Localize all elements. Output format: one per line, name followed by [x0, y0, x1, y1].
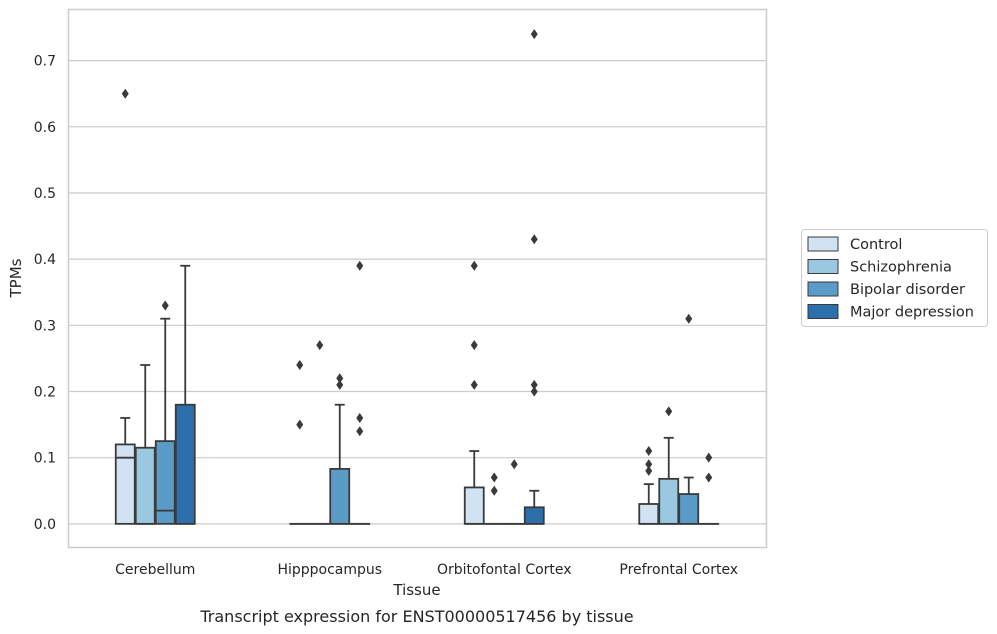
chart-caption: Transcript expression for ENST0000051745… [199, 607, 633, 626]
outlier-point [645, 459, 653, 470]
box-bipolar-disorder [329, 373, 351, 525]
outlier-point [356, 426, 364, 437]
outlier-point [356, 260, 364, 271]
legend-item: Schizophrenia [807, 259, 952, 276]
box-control [114, 88, 136, 525]
outlier-point [685, 313, 693, 324]
legend-swatch [807, 281, 839, 297]
box [134, 446, 156, 525]
outlier-point [470, 340, 478, 351]
y-tick-label: 0.4 [34, 252, 56, 268]
box [678, 493, 700, 525]
y-tick-label: 0.6 [34, 120, 56, 136]
box-bipolar-disorder [678, 313, 700, 525]
x-tick-label: Cerebellum [115, 562, 195, 578]
box-major-depression [349, 260, 371, 525]
box-bipolar-disorder [154, 300, 176, 525]
box [114, 443, 136, 525]
outlier-point [645, 465, 653, 476]
outlier-point [470, 260, 478, 271]
y-tick-label: 0.1 [34, 451, 56, 467]
y-tick-label: 0.3 [34, 318, 56, 334]
box [174, 403, 196, 525]
box-bipolar-disorder [503, 459, 525, 525]
legend-item: Control [807, 236, 902, 253]
legend-swatch [807, 259, 839, 274]
outlier-point [316, 340, 324, 351]
box-control [638, 446, 660, 525]
outlier-point [705, 452, 713, 463]
x-tick-labels: Cerebellum Hipppocampus Orbitofontal Corte… [115, 562, 738, 578]
outlier-point [121, 88, 129, 99]
x-tick-label: Hipppocampus [277, 562, 382, 578]
y-tick-label: 0.0 [34, 517, 56, 533]
legend-label: Schizophrenia [850, 260, 952, 276]
box-major-depression [698, 452, 720, 525]
outlier-point [530, 379, 538, 390]
legend-label: Control [850, 237, 902, 253]
outlier-point [470, 379, 478, 390]
outlier-point [705, 472, 713, 483]
outlier-point [336, 379, 344, 390]
box [154, 440, 176, 525]
outlier-point [490, 472, 498, 483]
outlier-point [510, 459, 518, 470]
y-axis-label: TPMs [7, 258, 25, 298]
box-schizophrenia [309, 340, 331, 525]
box-series [114, 29, 720, 525]
outlier-point [296, 419, 304, 430]
legend-frame [801, 229, 988, 327]
outlier-point [336, 373, 344, 384]
box-control [289, 360, 311, 525]
outlier-point [296, 360, 304, 371]
legend: Control Schizophrenia Bipolar disorder Majo… [801, 229, 988, 327]
box [523, 506, 545, 525]
legend-swatch [807, 236, 839, 252]
legend-label: Major depression [850, 305, 974, 321]
box-schizophrenia [134, 364, 156, 525]
plot-frame [67, 8, 768, 549]
box [329, 468, 351, 525]
legend-item: Bipolar disorder [807, 281, 965, 298]
outlier-point [645, 446, 653, 457]
outlier-point [530, 386, 538, 397]
legend-swatch [807, 304, 839, 319]
box-control [463, 260, 485, 525]
outlier-point [490, 485, 498, 496]
box [463, 486, 485, 525]
y-tick-labels: 0.0 0.1 0.2 0.3 0.4 0.5 0.6 0.7 [34, 54, 56, 533]
y-tick-label: 0.5 [34, 186, 56, 202]
outlier-point [161, 300, 169, 311]
x-tick-label: Orbitofontal Cortex [437, 562, 572, 578]
box-schizophrenia [658, 406, 680, 525]
box [638, 503, 660, 525]
outlier-point [356, 412, 364, 423]
box-major-depression [523, 29, 545, 525]
legend-label: Bipolar disorder [850, 282, 965, 298]
x-tick-label: Prefrontal Cortex [619, 562, 738, 578]
outlier-point [530, 234, 538, 245]
x-axis-label: Tissue [392, 581, 440, 599]
box [658, 477, 680, 525]
outlier-point [530, 29, 538, 40]
y-tick-label: 0.2 [34, 384, 56, 400]
legend-item: Major depression [807, 304, 974, 321]
box-schizophrenia [483, 472, 505, 525]
box-major-depression [174, 264, 196, 525]
y-tick-label: 0.7 [34, 54, 56, 70]
outlier-point [665, 406, 673, 417]
